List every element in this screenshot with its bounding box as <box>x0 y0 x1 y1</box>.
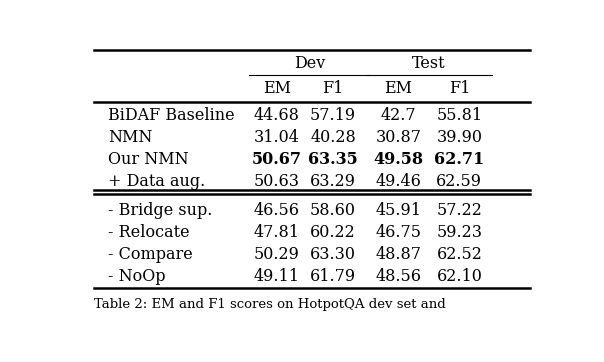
Text: 48.56: 48.56 <box>376 268 422 285</box>
Text: 49.11: 49.11 <box>254 268 300 285</box>
Text: 49.58: 49.58 <box>373 151 423 168</box>
Text: 44.68: 44.68 <box>254 107 300 124</box>
Text: - Bridge sup.: - Bridge sup. <box>108 202 213 219</box>
Text: 63.35: 63.35 <box>308 151 358 168</box>
Text: 50.63: 50.63 <box>254 173 300 190</box>
Text: Dev: Dev <box>294 55 325 72</box>
Text: - Relocate: - Relocate <box>108 224 190 241</box>
Text: 46.56: 46.56 <box>254 202 300 219</box>
Text: 49.46: 49.46 <box>376 173 422 190</box>
Text: 57.22: 57.22 <box>437 202 482 219</box>
Text: BiDAF Baseline: BiDAF Baseline <box>108 107 235 124</box>
Text: NMN: NMN <box>108 129 153 146</box>
Text: 45.91: 45.91 <box>376 202 422 219</box>
Text: 62.71: 62.71 <box>434 151 484 168</box>
Text: 42.7: 42.7 <box>381 107 416 124</box>
Text: 59.23: 59.23 <box>436 224 483 241</box>
Text: EM: EM <box>385 80 413 97</box>
Text: EM: EM <box>263 80 291 97</box>
Text: + Data aug.: + Data aug. <box>108 173 205 190</box>
Text: 31.04: 31.04 <box>254 129 300 146</box>
Text: 46.75: 46.75 <box>376 224 422 241</box>
Text: 58.60: 58.60 <box>310 202 356 219</box>
Text: Table 2: EM and F1 scores on HotpotQA dev set and: Table 2: EM and F1 scores on HotpotQA de… <box>94 298 446 311</box>
Text: Our NMN: Our NMN <box>108 151 189 168</box>
Text: Test: Test <box>412 55 446 72</box>
Text: 62.59: 62.59 <box>436 173 483 190</box>
Text: 62.52: 62.52 <box>437 246 482 263</box>
Text: 39.90: 39.90 <box>436 129 483 146</box>
Text: 63.30: 63.30 <box>310 246 356 263</box>
Text: F1: F1 <box>449 80 470 97</box>
Text: 60.22: 60.22 <box>310 224 356 241</box>
Text: 48.87: 48.87 <box>376 246 422 263</box>
Text: - NoOp: - NoOp <box>108 268 165 285</box>
Text: - Compare: - Compare <box>108 246 193 263</box>
Text: 50.29: 50.29 <box>254 246 300 263</box>
Text: 55.81: 55.81 <box>436 107 483 124</box>
Text: 30.87: 30.87 <box>376 129 422 146</box>
Text: 50.67: 50.67 <box>252 151 302 168</box>
Text: F1: F1 <box>323 80 344 97</box>
Text: 63.29: 63.29 <box>310 173 356 190</box>
Text: 47.81: 47.81 <box>254 224 300 241</box>
Text: 62.10: 62.10 <box>437 268 482 285</box>
Text: 40.28: 40.28 <box>310 129 356 146</box>
Text: 57.19: 57.19 <box>310 107 356 124</box>
Text: 61.79: 61.79 <box>310 268 356 285</box>
